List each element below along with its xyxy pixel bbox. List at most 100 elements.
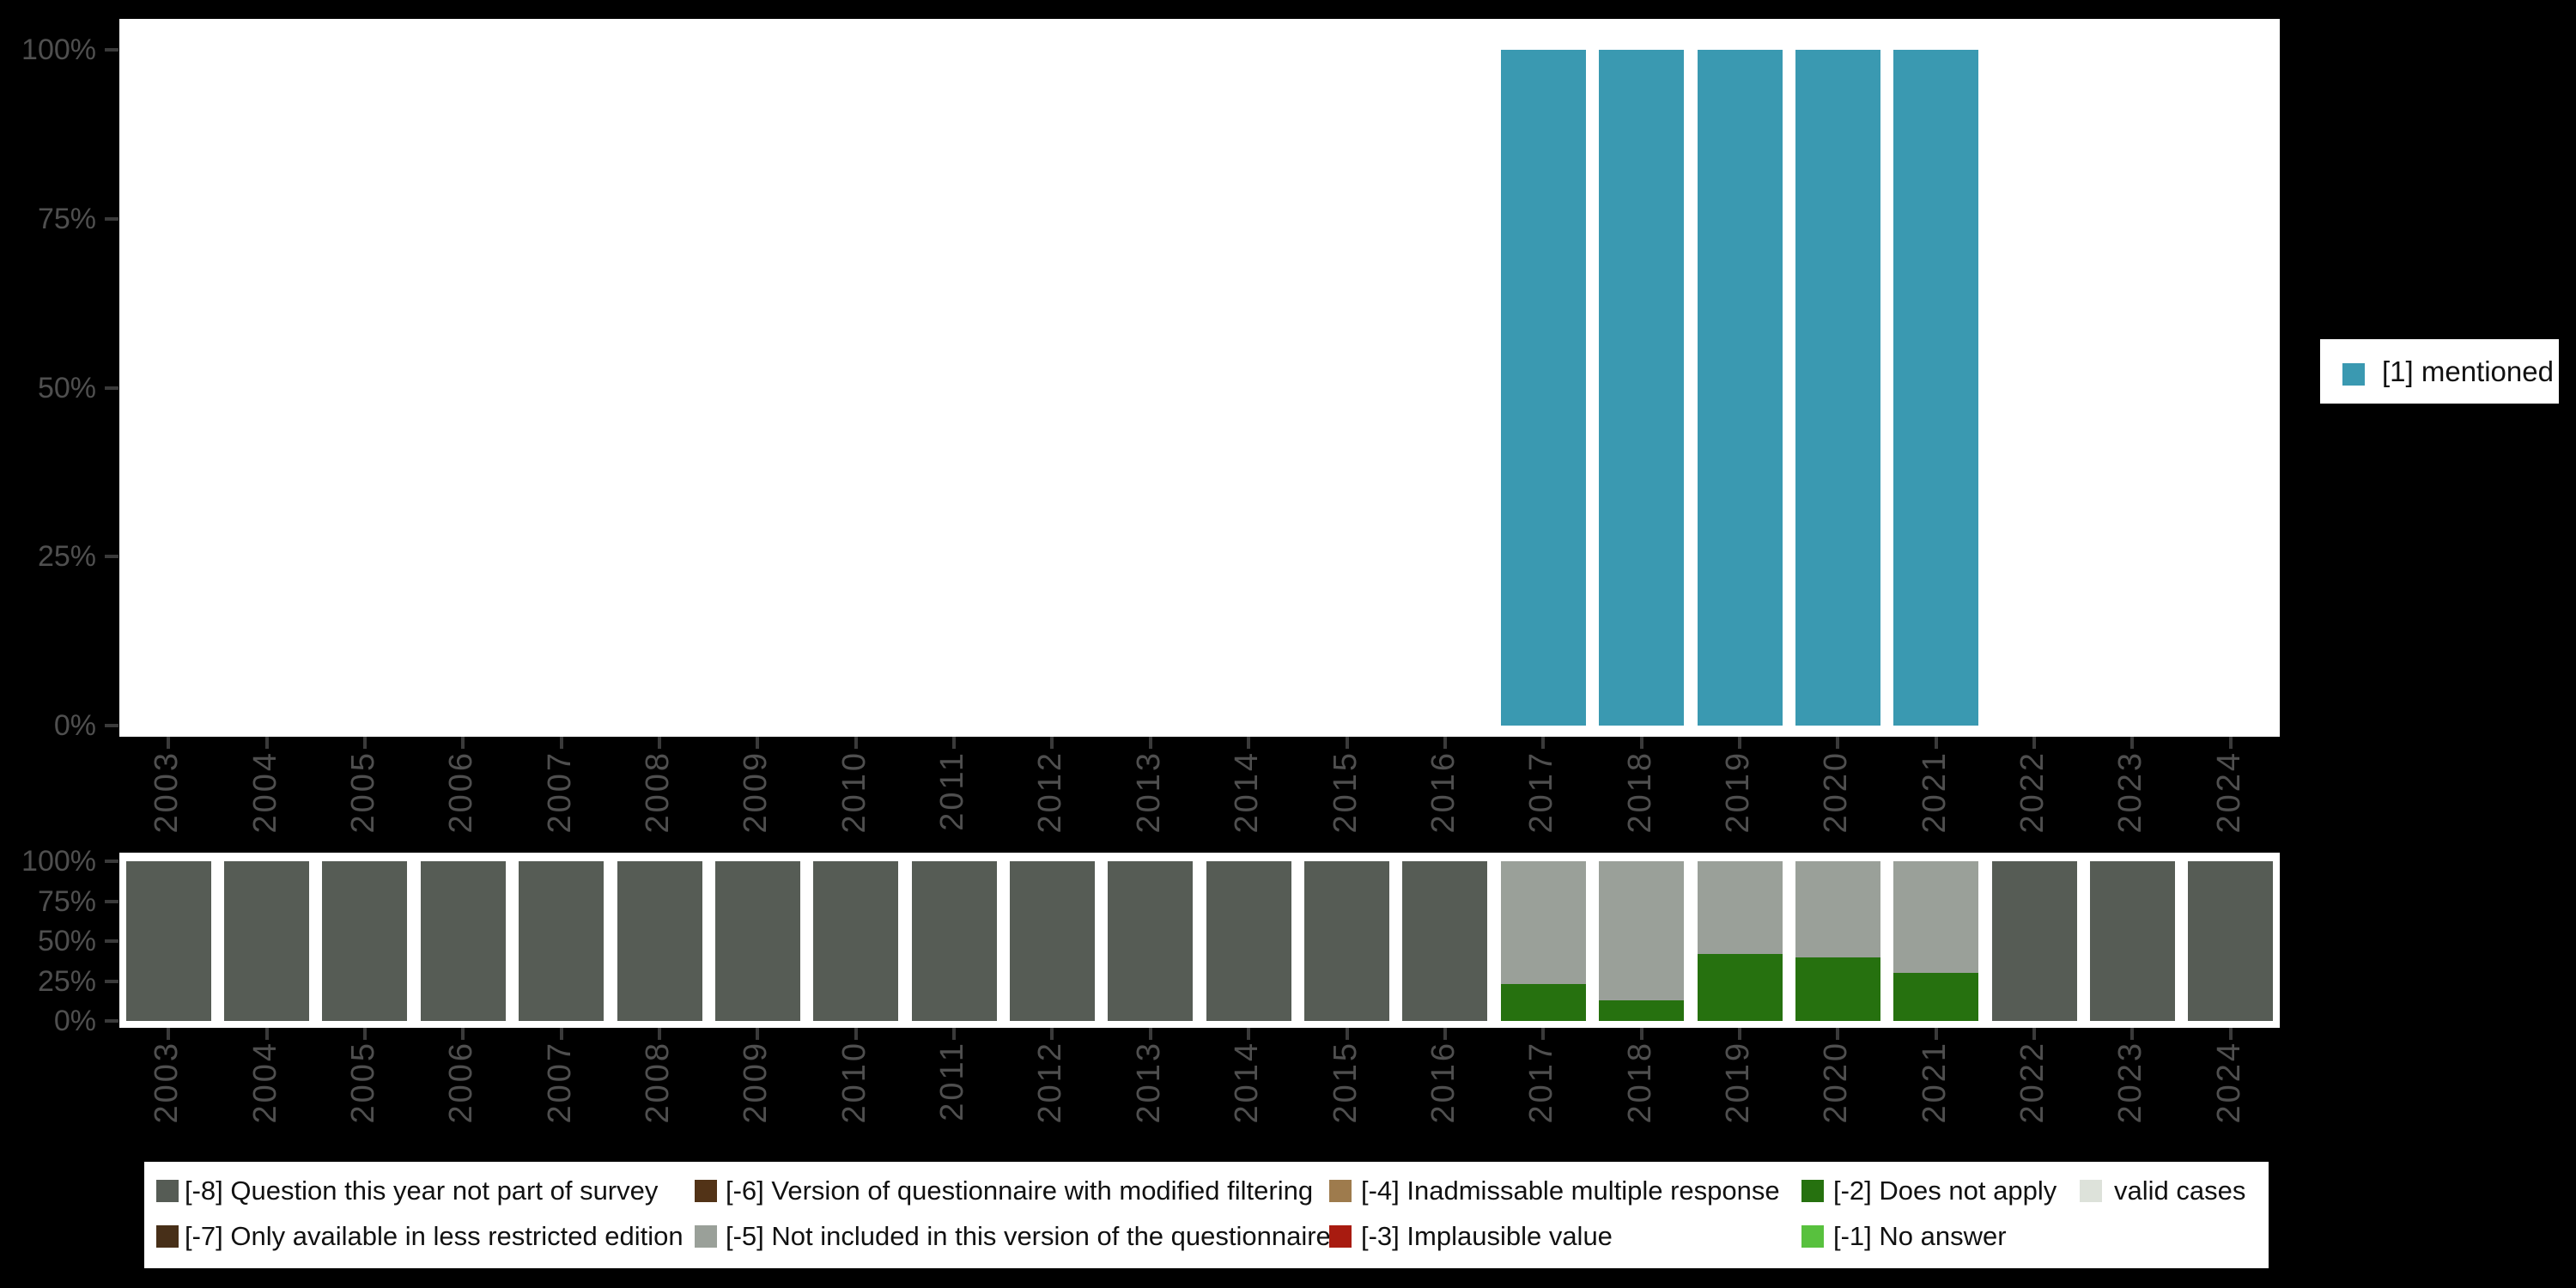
y-axis-tick <box>105 216 118 221</box>
missing-segment-2018 <box>1599 999 1685 1021</box>
x-year-label: 2012 <box>1032 1041 1069 1124</box>
x-axis-tick <box>658 737 661 749</box>
y-axis-label: 75% <box>37 884 96 918</box>
x-year-label: 2010 <box>835 750 872 834</box>
x-axis-tick <box>264 1028 269 1040</box>
x-axis-tick <box>1247 737 1251 749</box>
y-axis-label: 25% <box>37 964 96 998</box>
x-axis-tick <box>1050 1028 1054 1040</box>
x-year-label: 2006 <box>443 750 480 834</box>
y-axis-label: 50% <box>37 925 96 957</box>
legend-swatch <box>2080 1180 2102 1202</box>
y-axis-label: 50% <box>37 371 96 404</box>
missing-segment-2019 <box>1697 953 1783 1021</box>
legend-label: [-5] Not included in this version of the… <box>726 1221 1331 1251</box>
x-axis-tick <box>756 1028 760 1040</box>
legend-swatch <box>695 1225 717 1248</box>
x-year-label: 2014 <box>1229 750 1266 834</box>
x-year-label: 2021 <box>1916 1041 1953 1124</box>
x-year-label: 2022 <box>2014 750 2051 834</box>
x-year-label: 2015 <box>1327 750 1364 834</box>
legend-swatch <box>156 1180 179 1202</box>
x-axis-tick <box>167 737 171 749</box>
y-axis-tick <box>105 939 118 943</box>
mentioned-bar-2019 <box>1697 50 1783 726</box>
legend-swatch <box>1329 1180 1352 1202</box>
x-year-label: 2008 <box>640 750 676 834</box>
missing-segment-2018 <box>1599 861 1685 1000</box>
missing-segment-2016 <box>1402 861 1488 1021</box>
x-axis-tick <box>1639 737 1643 749</box>
x-year-label: 2016 <box>1425 750 1461 834</box>
x-axis-tick <box>1541 1028 1546 1040</box>
x-year-label: 2017 <box>1523 750 1560 834</box>
missing-segment-2022 <box>1991 861 2077 1021</box>
x-axis-tick <box>362 1028 367 1040</box>
missing-segment-2020 <box>1795 957 1880 1021</box>
legend-label: [-2] Does not apply <box>1833 1176 2057 1206</box>
x-axis-tick <box>2032 1028 2037 1040</box>
x-year-label: 2016 <box>1425 1041 1461 1124</box>
legend-label: [-7] Only available in less restricted e… <box>185 1221 683 1251</box>
x-year-label: 2010 <box>835 1041 872 1124</box>
x-year-label: 2009 <box>738 1041 775 1124</box>
x-axis-tick <box>1247 1028 1251 1040</box>
legend-swatch <box>1329 1225 1352 1248</box>
x-axis-tick <box>362 737 367 749</box>
x-axis-tick <box>1639 1028 1643 1040</box>
missing-segment-2021 <box>1893 861 1979 974</box>
legend-swatch <box>156 1225 179 1248</box>
x-year-label: 2019 <box>1720 1041 1756 1124</box>
mentioned-bar-2020 <box>1795 50 1880 726</box>
missing-segment-2017 <box>1500 984 1586 1021</box>
missing-segment-2009 <box>714 861 800 1021</box>
x-year-label: 2004 <box>246 750 283 834</box>
missing-segment-2024 <box>2188 861 2274 1021</box>
x-year-label: 2023 <box>2112 1041 2149 1124</box>
x-axis-tick <box>2032 737 2037 749</box>
x-year-label: 2011 <box>934 750 971 831</box>
missing-segment-2008 <box>617 861 702 1021</box>
x-axis-tick <box>1836 737 1840 749</box>
missing-segment-2023 <box>2089 861 2175 1021</box>
missing-values-legend: [-8] Question this year not part of surv… <box>144 1162 2269 1268</box>
mentioned-legend-swatch <box>2342 363 2365 386</box>
y-axis-label: 100% <box>21 33 96 66</box>
x-axis-tick <box>854 1028 858 1040</box>
missing-segment-2006 <box>420 861 506 1021</box>
x-axis-tick <box>1934 737 1938 749</box>
x-year-label: 2009 <box>738 750 775 834</box>
y-axis-tick <box>105 48 118 52</box>
x-axis-tick <box>952 1028 957 1040</box>
x-axis-tick <box>2228 737 2233 749</box>
legend-label: [-4] Inadmissable multiple response <box>1361 1176 1780 1206</box>
x-axis-tick <box>1443 1028 1447 1040</box>
x-year-label: 2017 <box>1523 1041 1560 1124</box>
missing-segment-2011 <box>911 861 997 1021</box>
x-axis-tick <box>167 1028 171 1040</box>
y-axis-label: 75% <box>37 202 96 235</box>
missing-segment-2020 <box>1795 861 1880 957</box>
mentioned-bar-2018 <box>1599 50 1685 726</box>
x-year-label: 2014 <box>1229 1041 1266 1124</box>
x-axis-tick <box>1836 1028 1840 1040</box>
x-axis-tick <box>2130 1028 2135 1040</box>
x-year-label: 2024 <box>2210 750 2247 834</box>
x-axis-tick <box>756 737 760 749</box>
legend-label: [-3] Implausible value <box>1361 1221 1613 1251</box>
x-axis-tick <box>1738 1028 1741 1040</box>
x-axis-tick <box>658 1028 661 1040</box>
x-year-label: 2018 <box>1621 1041 1658 1124</box>
mentioned-bar-2017 <box>1500 50 1586 726</box>
missing-segment-2007 <box>519 861 605 1021</box>
missing-segment-2013 <box>1108 861 1194 1021</box>
missing-segment-2017 <box>1500 861 1586 985</box>
legend-swatch <box>1801 1180 1824 1202</box>
x-year-label: 2020 <box>1818 1041 1855 1124</box>
x-axis-tick <box>1050 737 1054 749</box>
x-year-label: 2024 <box>2210 1041 2247 1124</box>
x-year-label: 2021 <box>1916 750 1953 834</box>
legend-label: [-1] No answer <box>1833 1221 2007 1251</box>
x-axis-tick <box>854 737 858 749</box>
